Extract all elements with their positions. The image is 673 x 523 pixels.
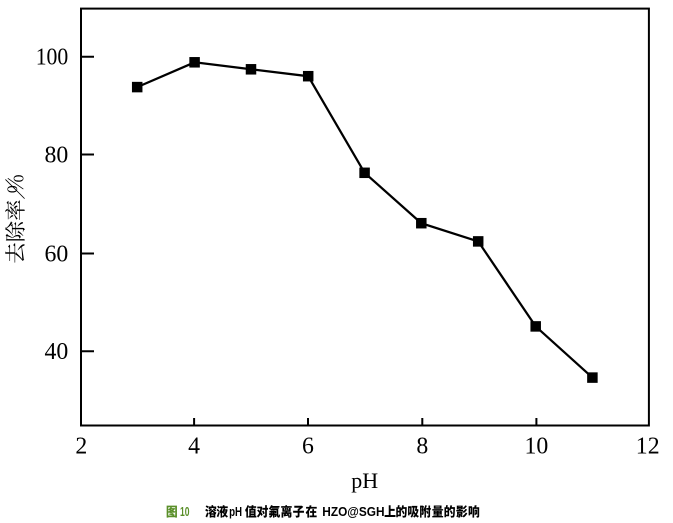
svg-text:pH: pH [229, 504, 242, 519]
svg-text:80: 80 [45, 142, 69, 168]
svg-text:2: 2 [75, 434, 87, 460]
svg-text:10: 10 [180, 504, 190, 519]
svg-text:60: 60 [45, 241, 69, 267]
svg-text:12: 12 [636, 434, 660, 460]
svg-text:10: 10 [525, 434, 549, 460]
svg-text:40: 40 [45, 339, 69, 365]
svg-text:8: 8 [416, 434, 428, 460]
svg-text:100: 100 [36, 45, 69, 71]
svg-text:HZO@SGH: HZO@SGH [322, 504, 384, 519]
svg-text:pH: pH [351, 468, 378, 493]
svg-text:4: 4 [188, 434, 200, 460]
svg-text:6: 6 [302, 434, 314, 460]
